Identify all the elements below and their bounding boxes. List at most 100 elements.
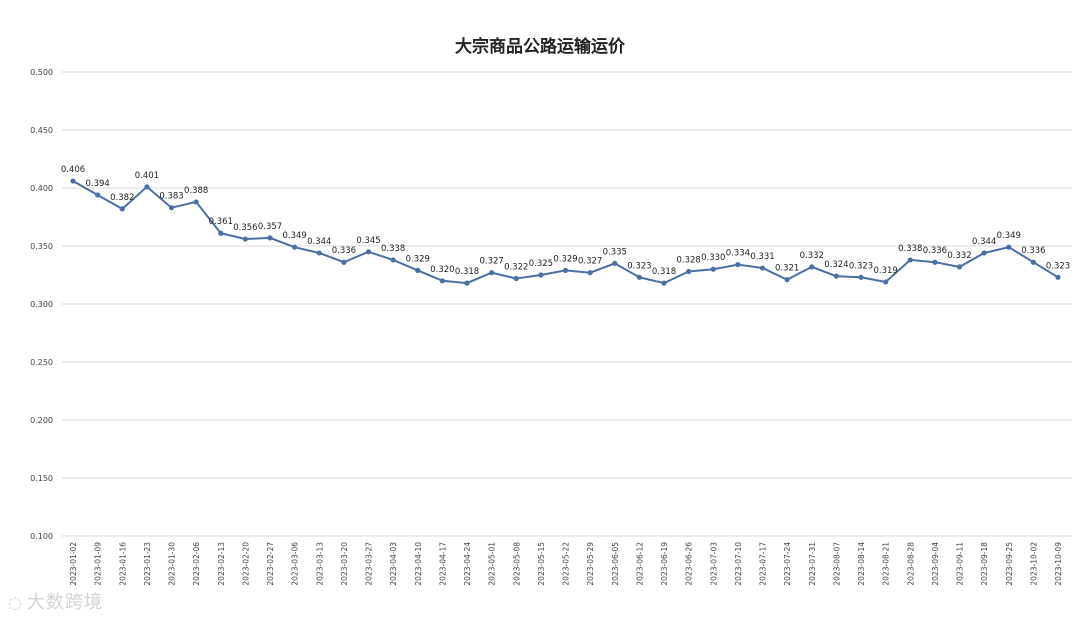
data-point [415, 267, 421, 273]
data-point [710, 266, 716, 272]
data-label: 0.406 [61, 165, 85, 175]
x-tick-label: 2023-02-06 [192, 542, 201, 586]
data-label: 0.357 [258, 222, 282, 232]
x-tick-label: 2023-08-14 [857, 542, 866, 586]
data-label: 0.318 [652, 267, 676, 277]
data-label: 0.327 [479, 257, 503, 267]
data-point [883, 279, 889, 285]
x-tick-label: 2023-04-10 [414, 542, 423, 586]
data-point [809, 264, 815, 270]
data-point [686, 268, 692, 275]
data-point [316, 250, 322, 256]
y-tick-label: 0.450 [30, 126, 53, 135]
x-tick-label: 2023-06-12 [635, 542, 644, 586]
data-label: 0.345 [356, 236, 380, 246]
data-point [70, 178, 76, 184]
data-label: 0.388 [184, 186, 208, 196]
x-tick-label: 2023-05-22 [562, 542, 571, 586]
y-tick-label: 0.100 [30, 532, 53, 541]
data-label: 0.383 [159, 192, 183, 202]
y-tick-label: 0.200 [30, 416, 53, 425]
data-label: 0.349 [997, 231, 1021, 241]
data-point [390, 257, 396, 263]
x-tick-label: 2023-01-02 [69, 542, 78, 586]
data-point [341, 259, 347, 265]
data-label: 0.318 [455, 267, 479, 277]
y-tick-label: 0.400 [30, 184, 53, 193]
y-tick-label: 0.150 [30, 474, 53, 483]
x-tick-label: 2023-06-19 [660, 542, 669, 586]
gridlines [62, 71, 1072, 537]
data-point [144, 184, 150, 190]
watermark-text: 大数跨境 [26, 592, 103, 613]
data-label: 0.382 [110, 193, 134, 203]
data-point [858, 274, 864, 280]
x-tick-label: 2023-05-08 [512, 542, 521, 586]
data-label: 0.325 [529, 259, 553, 269]
x-tick-label: 2023-04-03 [389, 542, 398, 586]
x-tick-label: 2023-04-24 [463, 542, 472, 586]
x-tick-label: 2023-07-24 [783, 542, 792, 586]
x-tick-label: 2023-08-21 [882, 542, 891, 586]
x-tick-label: 2023-02-20 [241, 542, 250, 586]
x-tick-label: 2023-01-09 [94, 542, 103, 586]
data-point [907, 257, 913, 263]
x-tick-label: 2023-05-29 [586, 542, 595, 586]
x-tick-label: 2023-07-31 [808, 542, 817, 586]
data-label: 0.331 [750, 252, 774, 262]
data-point [932, 259, 938, 265]
y-tick-label: 0.350 [30, 242, 53, 251]
data-label: 0.323 [849, 261, 873, 271]
data-label: 0.323 [627, 261, 651, 271]
data-label: 0.322 [504, 262, 528, 272]
data-label: 0.356 [233, 223, 257, 233]
data-label: 0.330 [701, 253, 725, 263]
data-label: 0.334 [726, 249, 750, 259]
data-label: 0.329 [406, 254, 430, 264]
data-point [513, 275, 519, 282]
x-tick-label: 2023-08-07 [832, 542, 841, 586]
data-point [168, 205, 175, 211]
data-label: 0.394 [85, 179, 109, 189]
data-points [70, 178, 1061, 286]
data-label: 0.336 [923, 246, 947, 256]
x-tick-label: 2023-09-04 [931, 542, 940, 586]
data-point [1055, 274, 1061, 280]
x-tick-label: 2023-09-11 [956, 542, 965, 586]
data-label: 0.319 [873, 266, 897, 276]
data-label: 0.328 [676, 256, 700, 266]
y-tick-label: 0.500 [30, 68, 53, 77]
y-tick-label: 0.250 [30, 358, 53, 367]
data-label: 0.321 [775, 264, 799, 274]
x-tick-label: 2023-02-27 [266, 542, 275, 586]
data-point [292, 244, 298, 250]
x-tick-label: 2023-10-09 [1054, 542, 1063, 586]
x-tick-label: 2023-07-10 [734, 542, 743, 586]
data-label: 0.336 [1021, 246, 1045, 256]
data-point [119, 206, 125, 212]
x-tick-label: 2023-04-17 [438, 542, 447, 586]
data-point [267, 235, 273, 241]
data-point [587, 270, 593, 276]
x-tick-label: 2023-06-26 [685, 542, 694, 586]
x-axis: 2023-01-02 2023-01-09 2023-01-16 2023-01-23… [69, 542, 1063, 586]
data-point [1030, 259, 1036, 265]
x-tick-label: 2023-07-03 [709, 542, 718, 586]
data-label: 0.349 [282, 231, 306, 241]
data-point [833, 273, 839, 279]
x-tick-label: 2023-10-02 [1029, 542, 1038, 586]
x-tick-label: 2023-01-23 [143, 542, 152, 586]
data-point [784, 277, 790, 283]
logo-icon: ◌ [8, 593, 23, 612]
data-point [218, 230, 224, 236]
x-tick-label: 2023-09-18 [980, 542, 989, 586]
x-tick-label: 2023-05-01 [488, 542, 497, 586]
y-tick-label: 0.300 [30, 300, 53, 309]
data-label: 0.344 [307, 237, 331, 247]
data-point [956, 264, 963, 270]
y-axis: 0.100 0.150 0.200 0.250 0.300 0.350 0.400 0.450… [30, 68, 53, 541]
x-tick-label: 2023-01-16 [118, 542, 127, 586]
data-point [1006, 244, 1012, 250]
x-tick-label: 2023-05-15 [537, 542, 546, 586]
